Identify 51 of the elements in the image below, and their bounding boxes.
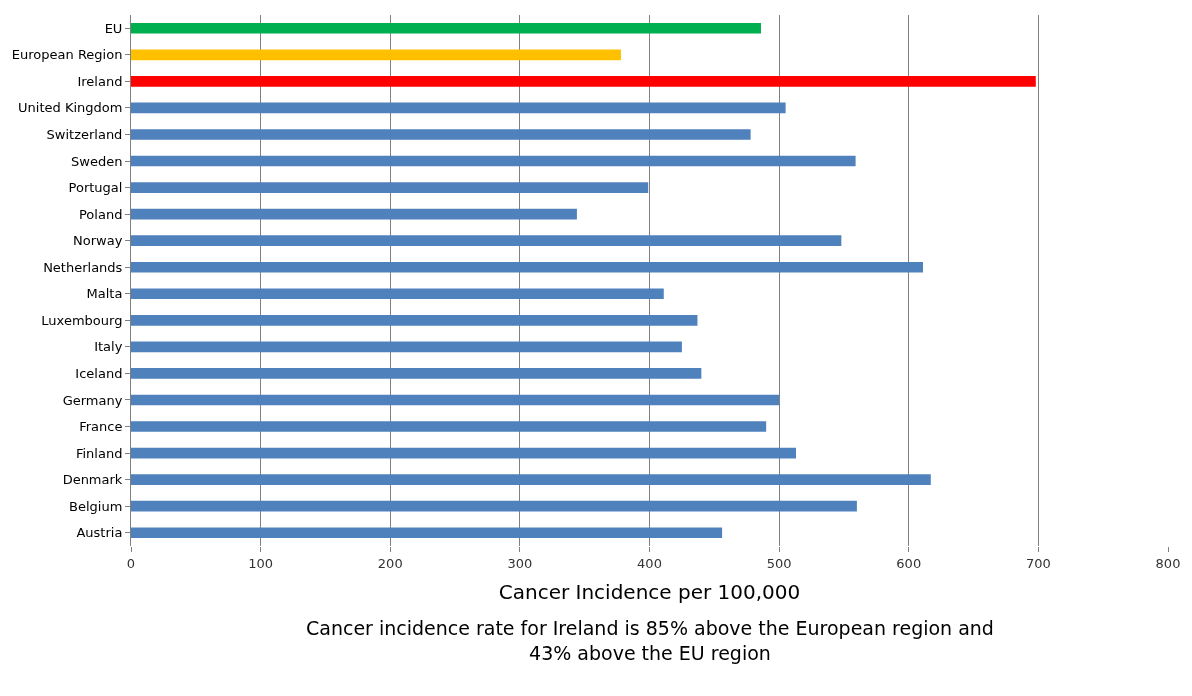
bar — [131, 288, 664, 300]
y-tick-label: Portugal — [68, 180, 123, 196]
y-tick-label: Austria — [76, 525, 123, 541]
bar — [131, 49, 621, 61]
bar — [131, 155, 856, 167]
x-tick-label: 300 — [507, 555, 533, 571]
bar — [131, 261, 924, 273]
y-tick-label: Switzerland — [46, 127, 123, 143]
text: Cancer incidence rate for Ireland is 85% above the European region and 43% above the EU region — [306, 617, 994, 664]
x-tick-label: 600 — [896, 555, 922, 571]
y-tick-label: Denmark — [62, 472, 123, 488]
x-tick-label: 800 — [1155, 555, 1181, 571]
bar — [131, 235, 842, 246]
x-tick-label: 400 — [637, 555, 662, 571]
bar — [131, 315, 698, 326]
y-tick-label: Belgium — [69, 498, 123, 514]
y-tick-label: France — [79, 419, 123, 435]
x-tick-label: 500 — [766, 555, 792, 571]
y-tick-label: Poland — [78, 206, 123, 222]
bar — [131, 421, 767, 432]
bar — [131, 394, 780, 406]
y-tick-label: Sweden — [71, 153, 123, 169]
y-tick-label: Luxembourg — [41, 312, 123, 328]
bar — [131, 527, 723, 539]
bar — [131, 102, 786, 114]
bar — [131, 368, 702, 379]
y-tick-label: United Kingdom — [18, 100, 123, 116]
x-tick-label: 100 — [248, 555, 274, 571]
bar — [131, 208, 577, 220]
y-tick-label: Italy — [94, 339, 123, 355]
y-tick-label: European Region — [11, 47, 123, 63]
x-axis-title: Cancer Incidence per 100,000 — [498, 580, 801, 605]
bar — [131, 76, 1036, 87]
bar — [131, 447, 796, 459]
y-tick-label: Iceland — [75, 365, 123, 381]
x-tick-label: 0 — [126, 555, 136, 571]
y-tick-label: Norway — [73, 233, 123, 249]
y-tick-label: Ireland — [77, 73, 123, 89]
y-tick-label: EU — [104, 20, 123, 36]
x-tick-label: 200 — [377, 555, 403, 571]
bar — [131, 22, 761, 34]
bar — [131, 341, 682, 353]
bar — [131, 474, 931, 485]
y-tick-label: Finland — [75, 445, 123, 461]
bar — [131, 129, 751, 140]
bar — [131, 500, 857, 512]
y-tick-label: Malta — [86, 286, 123, 302]
y-tick-label: Netherlands — [43, 259, 123, 275]
bar — [131, 182, 649, 193]
x-tick-label: 700 — [1025, 555, 1051, 571]
y-tick-label: Germany — [62, 392, 123, 408]
